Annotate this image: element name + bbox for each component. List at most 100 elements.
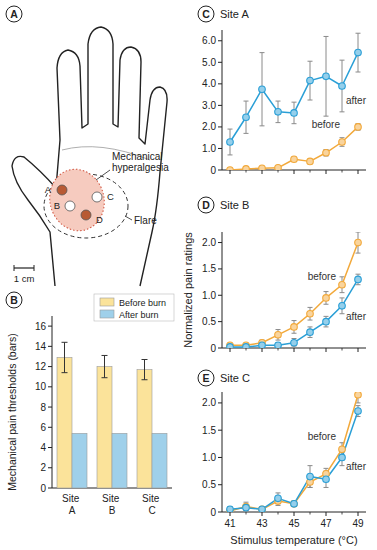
- error-bar: [340, 138, 345, 147]
- x-minor-tick: [278, 512, 279, 515]
- error-bar: [276, 343, 281, 348]
- x-minor-tick: [310, 170, 311, 173]
- x-minor-tick: [342, 348, 343, 351]
- y-tick-label: 1.5: [202, 263, 216, 274]
- error-cap: [340, 111, 345, 112]
- error-cap: [292, 102, 297, 103]
- error-cap: [276, 340, 281, 341]
- y-tick-label: 1.0: [202, 452, 216, 463]
- bar: [57, 357, 72, 488]
- error-bar: [292, 102, 297, 124]
- data-point: [291, 156, 298, 163]
- data-point: [339, 139, 346, 146]
- x-tick: [294, 170, 295, 174]
- error-bar: [356, 33, 361, 72]
- error-cap: [308, 307, 313, 308]
- x-tick-label: 41: [224, 518, 236, 529]
- series-label: after: [346, 311, 367, 322]
- error-bar: [292, 501, 297, 506]
- error-cap: [228, 154, 233, 155]
- series-marks: [227, 232, 362, 348]
- y-tick: [48, 447, 52, 448]
- x-tick-label: Site C: [142, 493, 162, 516]
- label-line: C: [148, 505, 155, 516]
- y-tick-label: 2.0: [202, 397, 216, 408]
- error-cap: [244, 502, 249, 503]
- x-minor-tick: [342, 170, 343, 173]
- data-point: [339, 446, 346, 453]
- y-tick-label: 10: [35, 381, 47, 392]
- label-line: B: [109, 505, 116, 516]
- y-tick-label: 1.5: [202, 425, 216, 436]
- error-bar: [228, 507, 233, 512]
- error-cap: [62, 342, 68, 343]
- chart-title: Site C: [220, 372, 250, 384]
- error-cap: [340, 297, 345, 298]
- error-stem: [104, 355, 105, 377]
- data-point: [355, 49, 362, 56]
- y-tick-label: 4: [40, 442, 46, 453]
- error-cap: [62, 372, 68, 373]
- y-tick: [218, 348, 222, 349]
- y-tick: [218, 268, 222, 269]
- data-point: [259, 506, 266, 512]
- error-cap: [102, 355, 108, 356]
- error-cap: [142, 359, 148, 360]
- error-bar: [340, 298, 345, 314]
- data-point: [275, 332, 282, 339]
- y-tick: [218, 170, 222, 171]
- y-tick-label: 0: [210, 165, 216, 176]
- y-tick: [48, 346, 52, 347]
- error-cap: [324, 291, 329, 292]
- panel-label: D: [202, 199, 210, 211]
- data-point: [323, 295, 330, 302]
- error-cap: [308, 337, 313, 338]
- bar: [72, 433, 87, 488]
- data-point: [227, 167, 234, 170]
- y-tick: [218, 126, 222, 127]
- site-label: A: [45, 184, 52, 195]
- error-cap: [308, 487, 313, 488]
- scale-label: 1 cm: [14, 273, 35, 284]
- data-point: [307, 329, 314, 336]
- y-tick-label: 2: [40, 462, 46, 473]
- error-cap: [340, 137, 345, 138]
- data-point: [339, 454, 346, 461]
- error-cap: [356, 33, 361, 34]
- error-cap: [292, 333, 297, 334]
- error-bar: [340, 60, 345, 112]
- error-cap: [292, 338, 297, 339]
- figure: ABCDMechanical hyperalgesiaFlare1 cmA024…: [0, 0, 377, 550]
- data-point: [339, 281, 346, 288]
- y-tick-label: 6.0: [202, 35, 216, 46]
- x-tick: [358, 170, 359, 174]
- panel-badge: [198, 6, 214, 22]
- error-cap: [324, 326, 329, 327]
- bar-chart: 0246810121416Site ASite BSite CMechanica…: [6, 294, 174, 516]
- error-bar: [276, 330, 281, 341]
- error-cap: [276, 329, 281, 330]
- y-tick-label: 8: [40, 402, 46, 413]
- data-point: [259, 86, 266, 93]
- data-point: [243, 344, 250, 348]
- scale-bar-end: [34, 265, 35, 271]
- hand-outline: [12, 27, 167, 286]
- y-tick-label: 2.0: [202, 237, 216, 248]
- hyperalgesia-region: [43, 163, 111, 237]
- y-tick: [218, 148, 222, 149]
- error-cap: [276, 101, 281, 102]
- y-tick-label: 0.5: [202, 479, 216, 490]
- y-tick: [48, 488, 52, 489]
- site-label: D: [96, 214, 103, 225]
- data-point: [275, 495, 282, 502]
- flare-label: Flare: [134, 215, 157, 226]
- error-bar: [308, 327, 313, 338]
- x-tick: [326, 170, 327, 174]
- hand-diagram: ABCDMechanical hyperalgesiaFlare1 cm: [12, 27, 169, 286]
- y-tick: [218, 512, 222, 513]
- error-cap: [340, 146, 345, 147]
- series-line: [230, 127, 358, 170]
- data-point: [339, 303, 346, 310]
- data-point: [307, 473, 314, 480]
- error-cap: [356, 232, 361, 233]
